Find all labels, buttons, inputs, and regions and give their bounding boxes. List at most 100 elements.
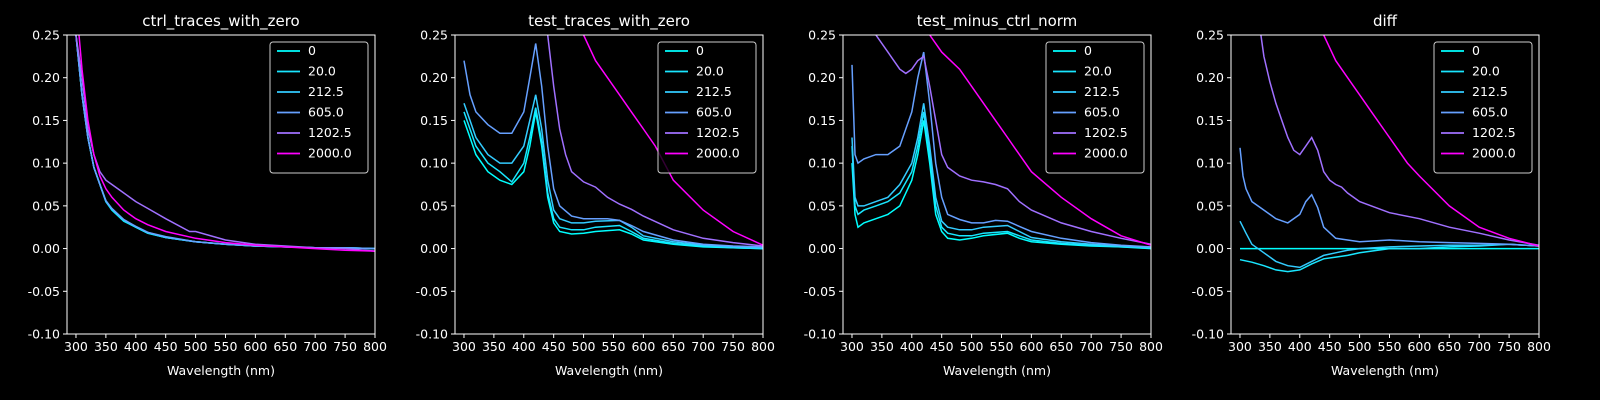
x-tick-label: 550	[214, 339, 238, 354]
legend-label: 605.0	[696, 105, 732, 120]
x-tick-label: 800	[1139, 339, 1163, 354]
y-tick-label: 0.15	[420, 113, 448, 128]
series-line-2	[463, 94, 763, 249]
x-tick-label: 450	[1318, 339, 1342, 354]
x-tick-label: 800	[751, 339, 775, 354]
legend-label: 2000.0	[1084, 146, 1128, 161]
x-tick-label: 450	[542, 339, 566, 354]
legend-label: 0	[1084, 43, 1092, 58]
series-line-5	[929, 35, 1151, 246]
series-line-0	[463, 111, 763, 250]
y-tick-label: 0.15	[1196, 113, 1224, 128]
x-tick-label: 800	[363, 339, 387, 354]
series-line-1	[1239, 243, 1539, 273]
x-tick-label: 700	[303, 339, 327, 354]
series-line-3	[851, 51, 1151, 248]
legend: 0 20.0 212.5 605.0 1202.5 2000.0	[1433, 41, 1533, 174]
y-tick-label: -0.10	[28, 327, 60, 342]
y-tick-label: 0.15	[32, 113, 60, 128]
chart-panel: 300 350 400 450 500 550 600 650 700 750 800 -0.10 -0…	[28, 12, 387, 378]
y-tick-label: 0.25	[1196, 28, 1224, 43]
axes-frame	[842, 34, 1152, 335]
y-tick-label: 0.05	[1196, 198, 1224, 213]
y-tick-label: 0.20	[420, 70, 448, 85]
x-tick-label: 300	[1228, 339, 1252, 354]
x-tick-label: 500	[184, 339, 208, 354]
chart-panel: 300 350 400 450 500 550 600 650 700 750 800 -0.10 -0…	[1192, 12, 1551, 378]
chart-panel: 300 350 400 450 500 550 600 650 700 750 800 -0.10 -0…	[416, 12, 775, 378]
x-tick-label: 550	[990, 339, 1014, 354]
y-tick-label: 0.00	[808, 241, 836, 256]
y-tick-label: 0.05	[420, 198, 448, 213]
series-line-1	[463, 107, 763, 250]
x-tick-label: 350	[870, 339, 894, 354]
x-tick-label: 450	[154, 339, 178, 354]
chart-title: test_minus_ctrl_norm	[917, 12, 1078, 31]
legend-label: 0	[696, 43, 704, 58]
x-axis-label: Wavelength (nm)	[1331, 363, 1439, 378]
x-tick-label: 500	[572, 339, 596, 354]
series-group	[75, 35, 375, 252]
legend-label: 0	[1472, 43, 1480, 58]
legend: 0 20.0 212.5 605.0 1202.5 2000.0	[1045, 41, 1145, 174]
x-tick-label: 750	[333, 339, 357, 354]
legend-box	[1433, 41, 1533, 174]
x-tick-label: 700	[1467, 339, 1491, 354]
x-tick-label: 650	[661, 339, 685, 354]
legend-label: 605.0	[308, 105, 344, 120]
legend-label: 1202.5	[308, 125, 352, 140]
chart-title: diff	[1373, 12, 1398, 30]
y-tick-label: 0.00	[1196, 241, 1224, 256]
legend-box	[657, 41, 757, 174]
x-tick-label: 300	[64, 339, 88, 354]
x-tick-label: 300	[452, 339, 476, 354]
chart-title: test_traces_with_zero	[528, 12, 690, 31]
legend-label: 20.0	[308, 64, 336, 79]
y-tick-label: 0.10	[420, 156, 448, 171]
axes-frame	[454, 34, 764, 335]
legend-label: 1202.5	[1472, 125, 1516, 140]
series-line-5	[582, 35, 763, 246]
series-line-3	[1239, 147, 1539, 247]
legend: 0 20.0 212.5 605.0 1202.5 2000.0	[657, 41, 757, 174]
legend-label: 20.0	[1472, 64, 1500, 79]
y-tick-label: 0.25	[420, 28, 448, 43]
y-tick-label: 0.10	[808, 156, 836, 171]
x-tick-label: 500	[960, 339, 984, 354]
x-tick-label: 700	[691, 339, 715, 354]
series-line-1	[851, 111, 1151, 249]
x-tick-label: 400	[124, 339, 148, 354]
series-line-5	[1323, 35, 1539, 247]
y-tick-label: -0.05	[1192, 284, 1224, 299]
x-tick-label: 400	[900, 339, 924, 354]
x-tick-label: 600	[631, 339, 655, 354]
y-tick-label: -0.05	[804, 284, 836, 299]
y-tick-label: -0.05	[28, 284, 60, 299]
axes-frame	[66, 34, 376, 335]
legend-label: 20.0	[1084, 64, 1112, 79]
x-tick-label: 400	[1288, 339, 1312, 354]
series-group	[851, 35, 1151, 250]
y-tick-label: 0.20	[1196, 70, 1224, 85]
legend-label: 0	[308, 43, 316, 58]
x-axis-label: Wavelength (nm)	[555, 363, 663, 378]
y-tick-label: 0.25	[808, 28, 836, 43]
y-tick-label: -0.05	[416, 284, 448, 299]
x-tick-label: 350	[94, 339, 118, 354]
x-tick-label: 350	[1258, 339, 1282, 354]
series-line-3	[463, 43, 763, 248]
series-line-4	[875, 35, 1151, 246]
x-tick-label: 400	[512, 339, 536, 354]
y-tick-label: 0.25	[32, 28, 60, 43]
chart-title: ctrl_traces_with_zero	[142, 12, 299, 31]
x-tick-label: 600	[1019, 339, 1043, 354]
x-tick-label: 550	[1378, 339, 1402, 354]
legend: 0 20.0 212.5 605.0 1202.5 2000.0	[269, 41, 369, 174]
chart-panel: 300 350 400 450 500 550 600 650 700 750 800 -0.10 -0…	[804, 12, 1163, 378]
x-tick-label: 550	[602, 339, 626, 354]
x-tick-label: 350	[482, 339, 506, 354]
x-tick-label: 600	[1407, 339, 1431, 354]
legend-label: 212.5	[696, 84, 732, 99]
y-tick-label: 0.00	[32, 241, 60, 256]
legend-label: 2000.0	[308, 146, 352, 161]
